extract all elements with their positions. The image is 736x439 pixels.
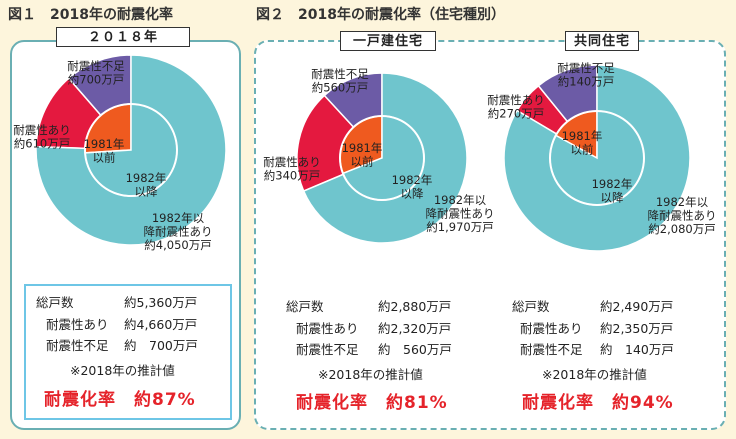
summary-apartment-count-value: 約2,490万戸	[600, 299, 674, 314]
apartment-label: 共同住宅	[565, 31, 639, 51]
summary-total-count-value: 約5,360万戸	[124, 295, 198, 310]
summary-detached-no-label: 耐震性不足	[296, 342, 359, 357]
figure2-title: 図２ 2018年の耐震化率（住宅種別）	[256, 7, 505, 23]
summary-total-yes-label: 耐震性あり	[46, 317, 109, 332]
detached-house-label: 一戸建住宅	[340, 31, 436, 51]
summary-apartment-no-label: 耐震性不足	[520, 342, 583, 357]
apartment-inner-label-0: 1981年以前	[562, 129, 603, 157]
summary-detached-count-label: 総戸数	[286, 299, 324, 314]
summary-apartment-yes-value: 約2,350万戸	[600, 321, 674, 336]
apartment-outer-label-2: 1982年以降耐震性あり約2,080万戸	[648, 195, 717, 236]
detached-inner-label-0: 1981年以前	[342, 141, 383, 169]
detached-inner-ring	[339, 115, 425, 201]
summary-detached-count-value: 約2,880万戸	[378, 299, 452, 314]
summary-detached-rate: 耐震化率 約81%	[296, 393, 448, 413]
figure1-panel-label: ２０１８年	[56, 27, 190, 47]
summary-total-no-value: 約 700万戸	[124, 338, 198, 353]
summary-detached-yes-label: 耐震性あり	[296, 321, 359, 336]
total-outer-label-0: 耐震性不足約700万戸	[67, 59, 125, 87]
detached-outer-label-0: 耐震性不足約560万戸	[311, 67, 369, 95]
summary-total-yes-value: 約4,660万戸	[124, 317, 198, 332]
total-outer-label-2: 1982年以降耐震性あり約4,050万戸	[144, 211, 213, 252]
detached-inner-label-1: 1982年以降	[392, 173, 433, 201]
summary-total-rate: 耐震化率 約87%	[44, 390, 196, 410]
summary-apartment-count-label: 総戸数	[512, 299, 550, 314]
apartment-outer-label-0: 耐震性不足約140万戸	[557, 61, 615, 89]
summary-detached-note: ※2018年の推計値	[318, 367, 423, 382]
summary-detached-no-value: 約 560万戸	[378, 342, 452, 357]
summary-apartment-rate: 耐震化率 約94%	[522, 393, 674, 413]
summary-detached-yes-value: 約2,320万戸	[378, 321, 452, 336]
apartment-inner-ring	[549, 110, 645, 206]
detached-outer-label-2: 1982年以降耐震性あり約1,970万戸	[426, 193, 495, 234]
detached-outer-label-1: 耐震性あり約340万戸	[263, 155, 321, 183]
summary-box-total	[24, 284, 232, 420]
summary-apartment-no-value: 約 140万戸	[600, 342, 674, 357]
total-inner-ring	[84, 103, 178, 197]
figure1-title: 図１ 2018年の耐震化率	[8, 7, 173, 23]
apartment-outer-label-1: 耐震性あり約270万戸	[487, 93, 545, 121]
apartment-inner-label-1: 1982年以降	[592, 177, 633, 205]
total-outer-label-1: 耐震性あり約610万戸	[13, 123, 71, 151]
summary-total-note: ※2018年の推計値	[70, 363, 175, 378]
summary-apartment-note: ※2018年の推計値	[542, 367, 647, 382]
total-inner-label-0: 1981年以前	[84, 137, 125, 165]
apartment-outer-slice-2	[503, 64, 691, 252]
detached-outer-slice-0	[296, 94, 384, 193]
summary-total-count-label: 総戸数	[36, 295, 74, 310]
summary-total-no-label: 耐震性不足	[46, 338, 109, 353]
total-inner-label-1: 1982年以降	[126, 171, 167, 199]
summary-apartment-yes-label: 耐震性あり	[520, 321, 583, 336]
